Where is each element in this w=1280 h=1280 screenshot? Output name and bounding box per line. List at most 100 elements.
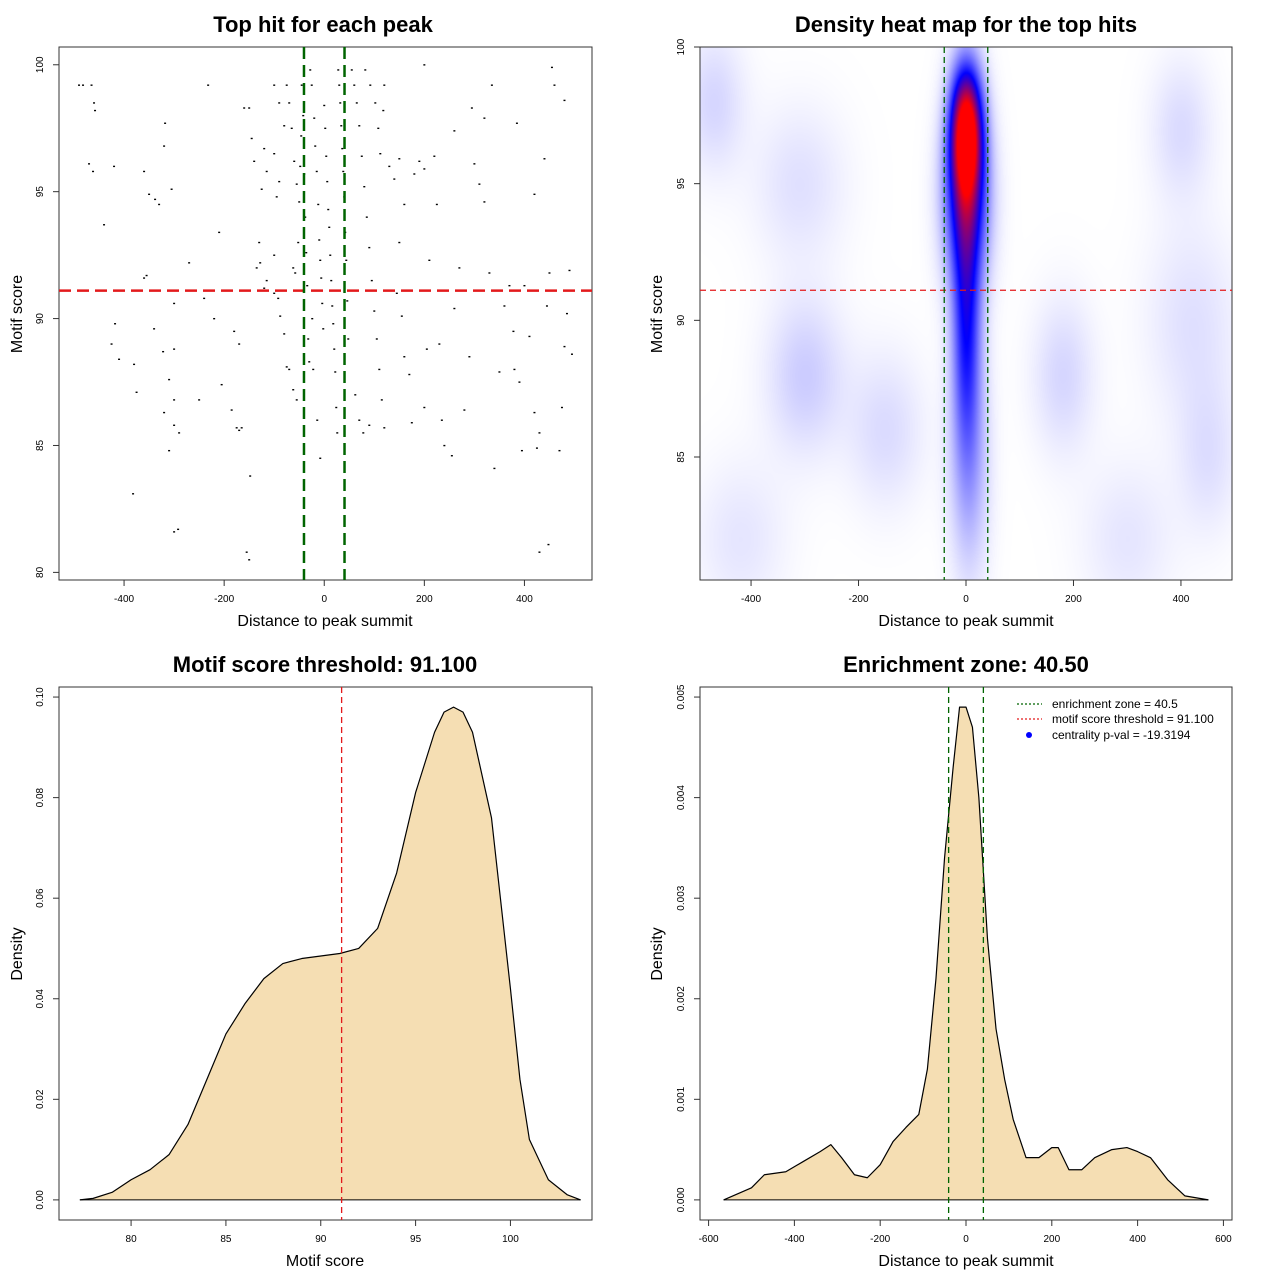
scatter-point bbox=[173, 531, 176, 533]
scatter-point bbox=[260, 188, 263, 190]
scatter-point bbox=[563, 99, 566, 102]
scatter-point bbox=[331, 305, 334, 307]
scatter-point bbox=[478, 183, 481, 185]
scatter-point bbox=[292, 267, 295, 269]
scatter-point bbox=[93, 102, 96, 104]
distance-density-fill bbox=[723, 707, 1209, 1200]
scatter-point bbox=[273, 84, 276, 86]
scatter-point bbox=[338, 84, 341, 86]
scatter-point bbox=[118, 358, 121, 360]
scatter-point bbox=[408, 373, 411, 376]
scatter-point bbox=[273, 254, 276, 256]
axis-ticks: 80 85 90 95 100 0.00 0.02 0.04 0.06 0.08 0.10 bbox=[35, 687, 519, 1245]
scatter-point bbox=[207, 84, 210, 86]
scatter-point bbox=[440, 419, 443, 421]
x-tick-label: 200 bbox=[1065, 594, 1082, 605]
scatter-point bbox=[255, 267, 258, 269]
reference-lines bbox=[947, 687, 985, 1220]
scatter-point bbox=[433, 155, 436, 157]
scatter-point bbox=[168, 449, 171, 452]
scatter-point bbox=[334, 371, 337, 373]
scatter-point bbox=[383, 427, 386, 429]
chart-title: Density heat map for the top hits bbox=[795, 12, 1137, 37]
scatter-point bbox=[153, 328, 156, 330]
scatter-point bbox=[320, 277, 323, 279]
scatter-point bbox=[498, 371, 501, 373]
scatter-point bbox=[329, 254, 332, 256]
scatter-point bbox=[400, 315, 403, 317]
scatter-point bbox=[288, 368, 291, 371]
scatter-point bbox=[143, 277, 146, 279]
scatter-point bbox=[283, 125, 286, 127]
scatter-point bbox=[413, 173, 416, 175]
scatter-point bbox=[438, 343, 441, 345]
chart-title: Enrichment zone: 40.50 bbox=[843, 652, 1089, 677]
scatter-point bbox=[311, 317, 314, 320]
scatter-point bbox=[378, 368, 381, 371]
x-tick-label: -400 bbox=[114, 594, 134, 605]
scatter-point bbox=[307, 338, 310, 340]
scatter-point bbox=[288, 102, 291, 104]
scatter-point bbox=[318, 239, 321, 241]
scatter-point bbox=[468, 356, 471, 358]
scatter-point bbox=[243, 107, 246, 109]
y-tick-label: 0.000 bbox=[676, 1187, 687, 1212]
scatter-point bbox=[560, 406, 563, 409]
scatter-point bbox=[553, 84, 556, 86]
x-axis-label: Distance to peak summit bbox=[878, 1253, 1054, 1270]
y-axis-label: Motif score bbox=[649, 275, 666, 353]
scatter-point bbox=[423, 168, 426, 170]
scatter-point bbox=[490, 84, 493, 86]
y-tick-label: 90 bbox=[35, 313, 46, 325]
scatter-point bbox=[213, 317, 216, 320]
scatter-point bbox=[113, 165, 116, 168]
scatter-point bbox=[310, 84, 313, 86]
scatter-point bbox=[240, 427, 243, 429]
legend-label-enrichment-zone: enrichment zone = 40.5 bbox=[1052, 697, 1178, 711]
scatter-point bbox=[339, 102, 342, 104]
y-axis-label: Density bbox=[9, 927, 26, 980]
scatter-point bbox=[558, 449, 561, 452]
scatter-point bbox=[188, 262, 191, 264]
scatter-point bbox=[278, 102, 281, 104]
scatter-point bbox=[463, 409, 466, 411]
axis-ticks: -400 -200 0 200 400 85 90 95 100 bbox=[676, 38, 1190, 605]
scatter-point bbox=[368, 246, 371, 249]
x-tick-label: 0 bbox=[321, 594, 327, 605]
y-tick-label: 0.002 bbox=[676, 986, 687, 1011]
scatter-point bbox=[315, 170, 318, 173]
scatter-point bbox=[528, 335, 531, 338]
x-tick-label: 200 bbox=[416, 594, 433, 605]
scatter-point bbox=[398, 241, 401, 244]
heatmap-canvas bbox=[700, 47, 1232, 580]
scatter-point bbox=[173, 424, 176, 426]
scatter-point bbox=[263, 287, 266, 289]
scatter-point bbox=[458, 267, 461, 269]
scatter-point bbox=[323, 104, 326, 107]
scatter-point bbox=[293, 160, 296, 163]
scatter-point bbox=[503, 305, 506, 307]
scatter-point bbox=[345, 259, 348, 261]
scatter-point bbox=[258, 241, 261, 244]
y-tick-label: 95 bbox=[676, 178, 687, 190]
scatter-point bbox=[373, 310, 376, 312]
scatter-point bbox=[515, 122, 518, 124]
scatter-point bbox=[568, 269, 571, 272]
scatter-point bbox=[358, 419, 361, 421]
scatter-point bbox=[88, 163, 91, 165]
scatter-point bbox=[337, 69, 340, 71]
scatter-point bbox=[374, 102, 377, 104]
scatter-point bbox=[403, 356, 406, 358]
y-tick-label: 0.005 bbox=[676, 684, 687, 709]
scatter-point bbox=[278, 180, 281, 183]
scatter-point bbox=[82, 84, 85, 86]
scatter-point bbox=[92, 170, 95, 173]
scatter-point bbox=[173, 302, 176, 305]
scatter-point bbox=[312, 368, 315, 371]
scatter-point bbox=[333, 348, 336, 350]
reference-lines bbox=[59, 47, 592, 580]
scatter-point bbox=[273, 153, 276, 155]
scatter-point bbox=[158, 203, 161, 206]
legend-label-centrality-pval: centrality p-val = -19.3194 bbox=[1052, 728, 1191, 742]
